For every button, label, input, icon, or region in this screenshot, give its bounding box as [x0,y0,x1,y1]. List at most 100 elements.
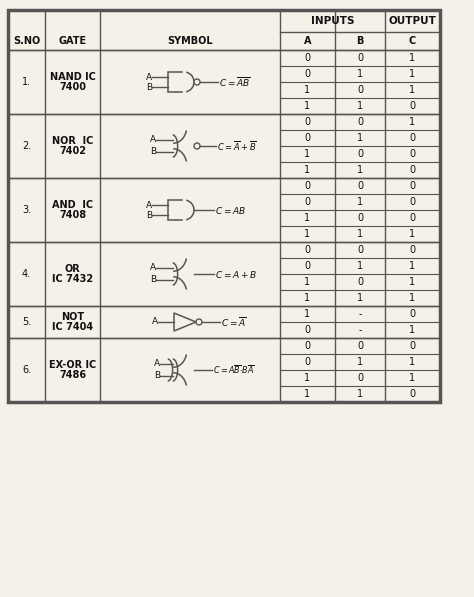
Text: 0: 0 [304,133,310,143]
Text: 1: 1 [304,293,310,303]
Text: 1: 1 [357,165,363,175]
Text: $C=A\overline{B}{\cdot}B\overline{A}$: $C=A\overline{B}{\cdot}B\overline{A}$ [213,364,255,377]
Text: 1: 1 [410,53,416,63]
Text: 0: 0 [410,389,416,399]
Text: NOR  IC: NOR IC [52,136,93,146]
Text: 0: 0 [304,341,310,351]
Text: 1: 1 [304,309,310,319]
Text: 0: 0 [304,261,310,271]
Text: OUTPUT: OUTPUT [389,16,437,26]
Text: 0: 0 [410,309,416,319]
Text: OR: OR [64,264,81,274]
Text: 3.: 3. [22,205,31,215]
Text: 1: 1 [410,117,416,127]
Circle shape [194,143,200,149]
Text: 1: 1 [357,293,363,303]
Text: 0: 0 [357,149,363,159]
Text: 1: 1 [357,133,363,143]
Bar [8,10,440,50]
Text: 0: 0 [304,117,310,127]
Text: 0: 0 [304,53,310,63]
Text: 1: 1 [304,149,310,159]
Text: 1: 1 [410,325,416,335]
Text: 0: 0 [410,149,416,159]
Bar [8,114,440,178]
Text: $C=\overline{A}$: $C=\overline{A}$ [221,315,246,329]
Text: -: - [358,325,362,335]
Text: 1: 1 [357,69,363,79]
Text: 1: 1 [410,261,416,271]
Text: B: B [154,371,160,380]
Text: 1: 1 [410,229,416,239]
Text: 1: 1 [357,101,363,111]
Text: EX-OR IC: EX-OR IC [49,360,96,370]
Text: 0: 0 [357,53,363,63]
Text: $C=\overline{A}+\overline{B}$: $C=\overline{A}+\overline{B}$ [217,139,257,153]
Circle shape [196,319,202,325]
Bar [8,306,440,338]
Bar [168,200,184,220]
Text: 1: 1 [304,165,310,175]
Text: INPUTS: INPUTS [311,16,354,26]
Text: B: B [146,82,152,91]
Text: B: B [150,147,156,156]
Text: 1: 1 [410,277,416,287]
Text: 1: 1 [304,85,310,95]
Text: 0: 0 [410,341,416,351]
Text: 1: 1 [357,261,363,271]
Text: 0: 0 [410,101,416,111]
Text: S.NO: S.NO [13,36,40,46]
Text: 5.: 5. [22,317,31,327]
Text: 1: 1 [357,197,363,207]
Bar [8,178,440,242]
Text: 1: 1 [304,213,310,223]
Text: 7486: 7486 [59,370,86,380]
Text: 7402: 7402 [59,146,86,156]
Text: IC 7432: IC 7432 [52,274,93,284]
Text: 0: 0 [357,85,363,95]
Text: 0: 0 [304,325,310,335]
Text: 0: 0 [410,213,416,223]
Text: 0: 0 [304,197,310,207]
Text: GATE: GATE [58,36,87,46]
Text: 0: 0 [304,69,310,79]
Text: B: B [356,36,364,46]
Bar [8,242,440,306]
Text: 0: 0 [357,341,363,351]
Text: 0: 0 [304,245,310,255]
Text: 1: 1 [410,85,416,95]
Text: $C=\overline{AB}$: $C=\overline{AB}$ [219,75,251,89]
Text: A: A [146,201,152,210]
Bar [8,10,440,402]
Text: 0: 0 [357,213,363,223]
Bar [168,72,184,92]
Text: IC 7404: IC 7404 [52,322,93,332]
Bar [8,338,440,402]
Text: A: A [304,36,311,46]
Text: 0: 0 [410,245,416,255]
Text: B: B [146,211,152,220]
Text: A: A [150,263,156,272]
Text: 0: 0 [410,181,416,191]
Text: A: A [146,72,152,82]
Text: $C=AB$: $C=AB$ [215,205,246,216]
Text: 1: 1 [304,389,310,399]
Text: -: - [358,309,362,319]
Text: 0: 0 [357,373,363,383]
Text: NAND IC: NAND IC [50,72,95,82]
Text: NOT: NOT [61,312,84,322]
Text: 0: 0 [357,117,363,127]
Text: 1.: 1. [22,77,31,87]
Text: A: A [154,359,160,368]
Text: 1: 1 [410,373,416,383]
Text: 0: 0 [304,181,310,191]
Text: 7400: 7400 [59,82,86,92]
Text: 4.: 4. [22,269,31,279]
Text: 6.: 6. [22,365,31,375]
Text: A: A [152,318,158,327]
Text: 1: 1 [357,357,363,367]
Text: C: C [409,36,416,46]
Text: 0: 0 [304,357,310,367]
Text: 1: 1 [304,277,310,287]
Text: 2.: 2. [22,141,31,151]
